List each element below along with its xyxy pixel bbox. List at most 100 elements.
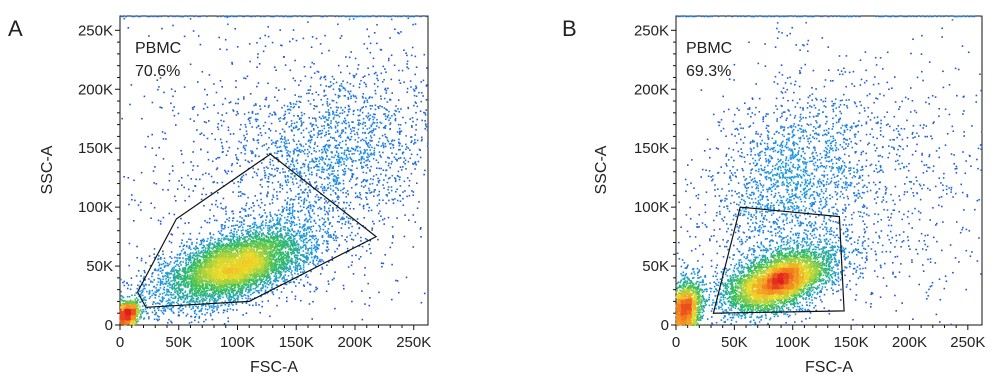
panel-a-event-dot — [304, 223, 306, 226]
panel-a-event-dot — [312, 300, 314, 303]
panel-a-event-dot — [247, 160, 249, 163]
panel-a-event-dot — [217, 296, 220, 298]
panel-a-event-dot — [318, 176, 321, 178]
panel-a-event-dot — [337, 130, 339, 133]
panel-a-event-dot — [341, 217, 343, 219]
panel-a-event-dot — [406, 63, 408, 65]
panel-a-event-dot — [308, 204, 310, 207]
panel-a-event-dot — [414, 162, 417, 165]
panel-a-event-dot — [162, 262, 165, 265]
panel-a-event-dot — [393, 113, 395, 115]
panel-a-event-dot — [227, 292, 229, 294]
panel-a-event-dot — [151, 272, 154, 275]
panel-a-event-dot — [408, 219, 410, 221]
panel-a-event-dot — [295, 168, 298, 170]
panel-a-event-dot — [152, 303, 154, 305]
panel-a-event-dot — [206, 151, 209, 153]
panel-a-event-dot — [354, 100, 357, 103]
panel-a-event-dot — [365, 137, 368, 139]
panel-a-event-dot — [299, 265, 302, 267]
panel-a-event-dot — [335, 111, 338, 113]
panel-a-event-dot — [208, 289, 211, 291]
panel-a-event-dot — [278, 267, 281, 269]
panel-a-event-dot — [277, 280, 280, 282]
panel-a-event-dot — [288, 256, 290, 258]
panel-a-event-dot — [199, 299, 201, 302]
panel-a-event-dot — [171, 285, 173, 288]
panel-a-event-dot — [180, 290, 182, 292]
panel-a-event-dot — [295, 103, 297, 106]
panel-a-event-dot — [198, 294, 200, 297]
panel-a-event-dot — [204, 313, 206, 316]
panel-a-event-dot — [262, 50, 265, 53]
panel-a-event-dot — [185, 260, 187, 262]
panel-a-event-dot — [318, 166, 320, 168]
panel-a-event-dot — [380, 122, 383, 125]
panel-a-event-dot — [158, 295, 160, 298]
panel-a-event-dot — [303, 241, 305, 244]
panel-a-event-dot — [280, 254, 282, 257]
panel-a-event-dot — [321, 132, 323, 135]
panel-a-event-dot — [294, 256, 296, 259]
panel-a-event-dot — [349, 217, 352, 220]
panel-a-event-dot — [196, 165, 199, 167]
panel-a-event-dot — [373, 83, 376, 85]
panel-a-event-dot — [404, 214, 406, 216]
panel-a-event-dot — [368, 187, 370, 190]
panel-a-event-dot — [274, 66, 276, 68]
panel-a-event-dot — [202, 249, 205, 252]
panel-a-event-dot — [167, 189, 169, 191]
panel-a-event-dot — [377, 106, 379, 108]
panel-a-event-dot — [244, 153, 246, 155]
panel-a-event-dot — [290, 125, 293, 127]
panel-a-event-dot — [415, 129, 417, 131]
panel-a-event-dot — [357, 68, 359, 70]
panel-a-event-dot — [289, 266, 291, 268]
panel-a-event-dot — [200, 308, 203, 311]
panel-a-event-dot — [289, 237, 291, 239]
panel-a-event-dot — [338, 160, 341, 163]
panel-a-event-dot — [368, 119, 370, 121]
panel-a-event-dot — [209, 294, 211, 297]
panel-a-event-dot — [358, 119, 361, 122]
panel-a-event-dot — [321, 252, 323, 254]
panel-a-event-dot — [291, 261, 293, 264]
panel-a-event-dot — [401, 15, 403, 18]
panel-a-event-dot — [281, 188, 284, 190]
panel-a-event-dot — [318, 150, 321, 152]
panel-a-event-dot — [359, 194, 362, 196]
panel-a-event-dot — [299, 230, 301, 233]
panel-a-event-dot — [330, 84, 333, 87]
panel-a-event-dot — [291, 168, 294, 170]
panel-a-event-dot — [297, 324, 299, 326]
panel-a-event-dot — [225, 210, 227, 213]
panel-a-event-dot — [170, 310, 173, 312]
panel-a-event-dot — [298, 282, 300, 284]
panel-a-event-dot — [220, 230, 223, 232]
panel-a-event-dot — [422, 79, 425, 82]
panel-a-event-dot — [232, 304, 234, 306]
panel-a-event-dot — [247, 111, 250, 114]
panel-a-event-dot — [333, 239, 335, 241]
panel-a-event-dot — [340, 15, 343, 18]
panel-a-event-dot — [161, 292, 164, 295]
panel-a-event-dot — [159, 77, 162, 79]
panel-a-event-dot — [280, 291, 283, 293]
panel-a-event-dot — [242, 295, 244, 297]
panel-a-event-dot — [330, 193, 332, 196]
panel-a-event-dot — [355, 73, 358, 75]
panel-a-event-dot — [352, 159, 355, 162]
panel-a-event-dot — [369, 135, 372, 137]
panel-a-event-dot — [220, 226, 223, 228]
panel-a-event-dot — [274, 280, 277, 283]
panel-a-event-dot — [345, 196, 348, 198]
panel-a-event-dot — [328, 261, 330, 263]
panel-a-event-dot — [132, 15, 135, 18]
panel-a-event-dot — [283, 145, 286, 147]
panel-a-event-dot — [279, 191, 281, 193]
panel-a-event-dot — [259, 236, 261, 239]
panel-a-event-dot — [286, 208, 288, 211]
panel-a-event-dot — [350, 264, 353, 267]
panel-a-event-dot — [338, 244, 341, 246]
panel-a-event-dot — [386, 181, 389, 184]
